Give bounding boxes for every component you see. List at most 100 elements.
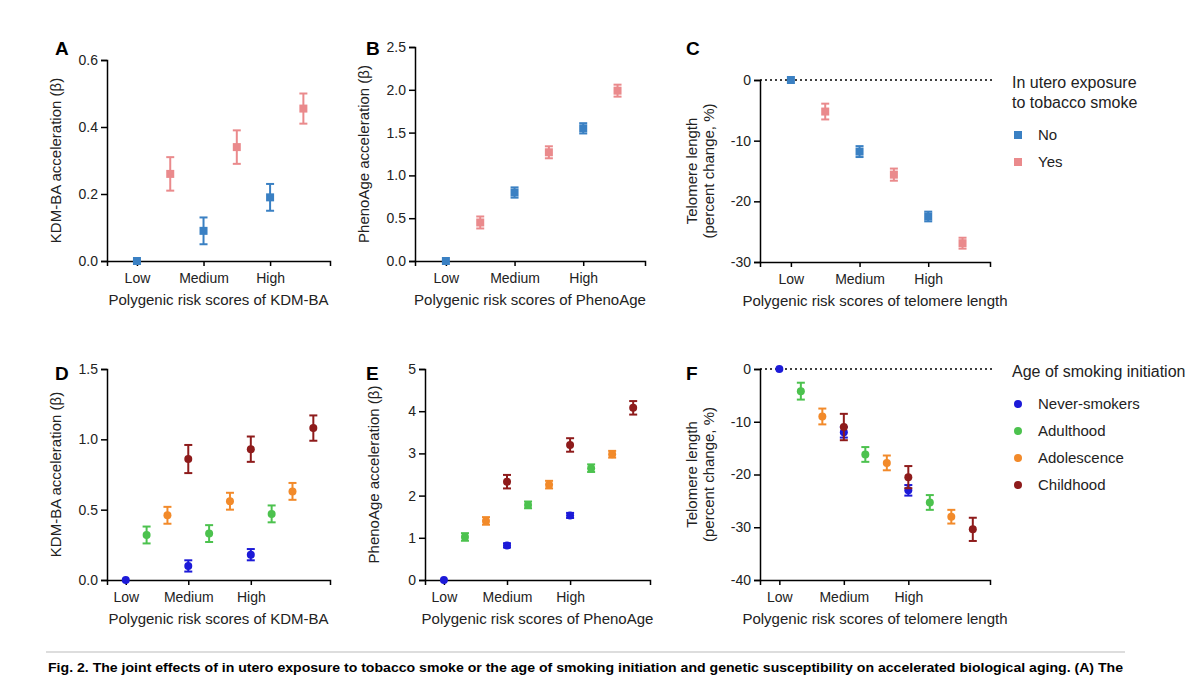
y-tick-label: 0.5 [79,502,99,518]
x-tick-mark [270,261,272,266]
legend-marker [1014,427,1022,435]
point [266,193,274,201]
point [614,87,622,95]
point [476,218,484,226]
error-cap [579,132,587,134]
y-tick-mark [101,127,107,129]
y-tick-label: -30 [731,519,751,535]
point [545,481,553,489]
y-tick-mark [101,261,107,263]
y-tick: 1.0 [387,167,415,183]
y-tick-label: 0 [743,361,751,377]
error-bar [861,447,869,462]
point [226,497,234,505]
error-cap [247,559,255,561]
error-cap [309,414,317,416]
error-cap [299,123,307,125]
error-cap [266,210,274,212]
x-tick: High [256,261,285,286]
series [503,401,637,488]
x-axis: LowMediumHigh [108,580,331,605]
y-tick-label: 0.2 [79,186,99,202]
y-tick: 2 [408,488,425,504]
series [461,464,595,541]
y-tick-label: -20 [731,193,751,209]
marks [775,365,976,541]
error-cap [818,423,826,425]
series [787,76,932,221]
error-cap [184,444,192,446]
error-cap [947,523,955,525]
legend-marker [1014,158,1022,166]
y-axis: 0-10-20-30 [731,72,761,270]
error-cap [163,506,171,508]
x-tick: High [894,580,923,605]
y-tick-label: 2.5 [387,39,407,55]
error-cap [503,487,511,489]
error-bar [299,94,307,124]
y-tick-label: 3 [408,445,416,461]
error-bar [904,466,912,488]
error-cap [904,487,912,489]
x-tick-mark [583,261,585,266]
point [200,227,208,235]
error-cap [247,548,255,550]
x-tick-label: Medium [819,589,869,605]
y-axis-line [101,370,108,581]
series [133,184,274,265]
error-cap [579,122,587,124]
legend-title: In utero exposure [1012,74,1137,91]
point [904,473,912,481]
y-tick-mark [409,175,415,177]
error-cap [861,461,869,463]
x-axis-line [761,263,991,268]
x-tick: Medium [179,261,229,286]
error-bar [268,505,276,522]
y-tick: 0.5 [387,210,415,226]
y-tick-mark [754,201,760,203]
error-bar [883,456,891,471]
x-tick: High [237,580,266,605]
x-tick: Medium [490,261,540,286]
x-tick: High [556,580,585,605]
series [482,450,616,525]
y-tick-label: -30 [731,254,751,270]
y-tick-label: 0 [408,572,416,588]
error-cap [205,524,213,526]
error-bar [797,383,805,400]
error-cap [821,103,829,105]
y-tick-mark [409,47,415,49]
x-tick-mark [908,580,910,585]
point [959,239,967,247]
x-axis-line [761,581,991,586]
x-tick-mark [779,580,781,585]
error-cap [288,499,296,501]
point [787,76,795,84]
error-cap [166,190,174,192]
error-bar [545,481,553,489]
x-tick-label: High [237,589,266,605]
x-axis: LowMediumHigh [761,580,991,605]
y-tick: -10 [731,414,760,430]
error-cap [503,474,511,476]
x-tick-label: High [914,271,943,287]
legend-title: Age of smoking initiation [1012,363,1185,380]
error-bar [184,445,192,473]
y-tick: 1.5 [387,125,415,141]
y-tick-mark [419,369,425,371]
legend-marker [1014,131,1022,139]
error-cap [926,494,934,496]
point [797,387,805,395]
point [883,459,891,467]
y-tick-label: -40 [731,572,751,588]
x-tick-label: Medium [164,589,214,605]
y-tick-mark [101,509,107,511]
panel-letter: E [366,363,379,384]
error-cap [143,542,151,544]
x-axis-title: Polygenic risk scores of PhenoAge [422,610,654,627]
x-axis-line [426,581,651,586]
y-tick-mark [419,538,425,540]
error-cap [545,145,553,147]
error-bar [608,451,616,458]
error-cap [924,211,932,213]
